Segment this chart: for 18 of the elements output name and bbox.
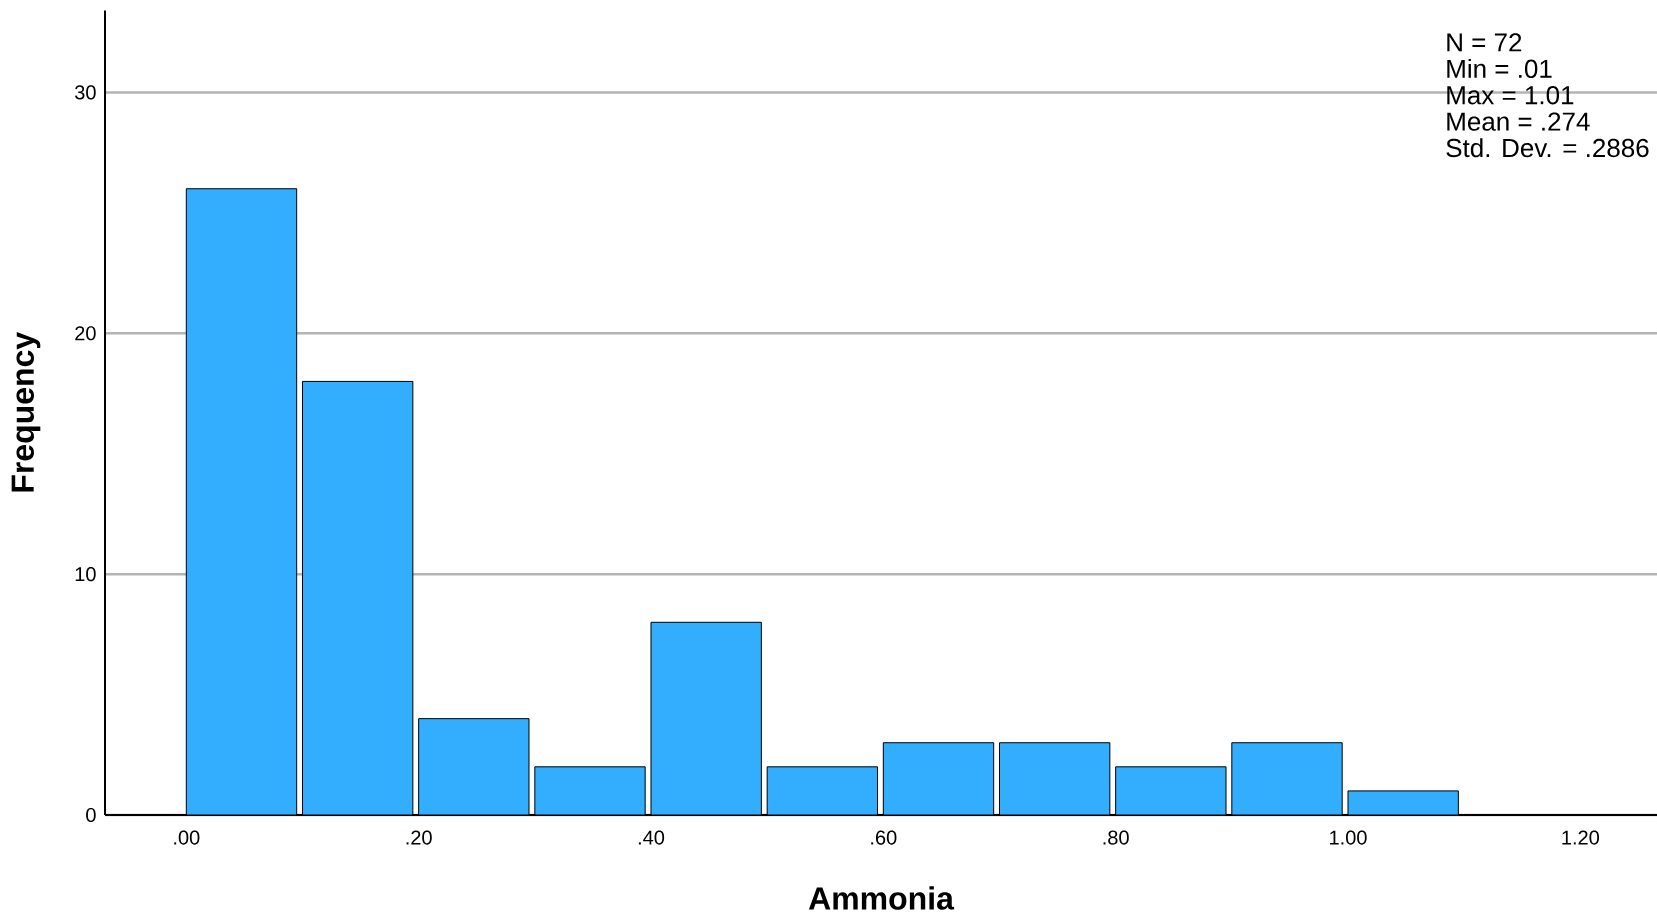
annotation: Min = .01: [1447, 58, 1552, 79]
x-tick-label: .60: [871, 830, 897, 845]
annotation: Max = 1.01: [1447, 86, 1574, 105]
x-tick-label: .40: [638, 830, 665, 845]
x-tick-label: 1.20: [1562, 830, 1600, 845]
x-tick-label: .00: [174, 830, 200, 845]
annotation: Mean = .274: [1447, 112, 1590, 131]
y-tick-label: 20: [75, 326, 96, 341]
y-tick-label: 0: [86, 807, 96, 823]
x-tick-label: 1.00: [1330, 830, 1367, 845]
annotation: N = 72: [1447, 33, 1522, 52]
x-tick-label: .80: [1103, 830, 1129, 845]
y-tick-label: 10: [75, 567, 96, 582]
y-axis-title: Frequency: [11, 332, 41, 492]
annotation: Std. Dev. = .2886: [1446, 138, 1649, 158]
x-axis-title: Ammonia: [808, 886, 955, 910]
y-tick-label: 30: [75, 85, 96, 100]
x-tick-label: .20: [406, 830, 432, 845]
